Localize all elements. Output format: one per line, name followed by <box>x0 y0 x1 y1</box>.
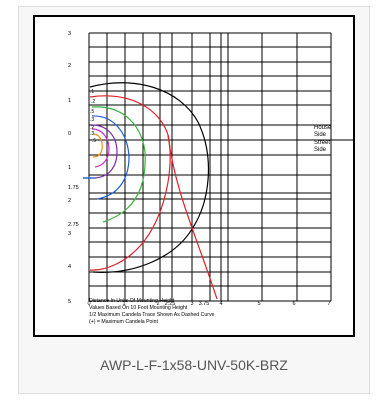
street-side-label-2: Side <box>314 147 327 153</box>
curve-label: .5 <box>92 138 96 144</box>
y-tick-label: 2.75 <box>68 222 79 228</box>
curve-blue <box>91 115 130 200</box>
x-tick-label: 2 <box>156 301 159 307</box>
product-card: 0 1 2 2.25 3 3.75 4 5 6 7 3 2 1 0 1 1.75 2 2.75 3 4 5 .1 .2 .5… <box>18 6 370 394</box>
y-tick-label: 0 <box>68 131 71 137</box>
y-tick-label: 3 <box>68 31 71 37</box>
photometric-plot: 0 1 2 2.25 3 3.75 4 5 6 7 3 2 1 0 1 1.75 2 2.75 3 4 5 .1 .2 .5… <box>68 31 353 325</box>
curve-label: .2 <box>90 125 94 131</box>
curve-black <box>89 82 209 273</box>
curve-purple <box>91 124 118 179</box>
y-tick-label: 2 <box>68 198 71 204</box>
x-tick-label: 3.75 <box>199 301 210 307</box>
y-tick-label: 2 <box>68 63 71 69</box>
curve-red <box>89 95 171 271</box>
curve-label: .2 <box>91 99 95 105</box>
y-tick-label: 4 <box>68 264 71 270</box>
note-max: (+) = Maximum Candela Point <box>89 319 158 325</box>
y-tick-label: 3 <box>68 231 71 237</box>
curve-red-tail <box>167 134 218 300</box>
curve-label: .3 <box>90 131 94 137</box>
curve-green <box>91 106 146 223</box>
x-tick-label: 2.25 <box>165 301 176 307</box>
side-labels: House Side Street Side <box>314 125 332 153</box>
y-tick-label: 1 <box>68 98 71 104</box>
curve-label: .1 <box>90 89 94 95</box>
x-tick-label: 6 <box>292 301 295 307</box>
note-distance: Distance In Units Of Mounting Height <box>89 298 175 304</box>
y-tick-label: 1 <box>68 165 71 171</box>
house-side-label-2: Side <box>314 132 327 138</box>
house-side-label-1: House <box>314 125 332 131</box>
x-tick-label: 4 <box>219 301 222 307</box>
isofootcandle-curves <box>83 82 218 300</box>
note-dashed: 1/2 Maximum Candela Trace Shown As Dashe… <box>89 312 215 318</box>
x-tick-label: 7 <box>327 301 330 307</box>
y-tick-label: 1.75 <box>68 185 79 191</box>
isofootcandle-diagram: 0 1 2 2.25 3 3.75 4 5 6 7 3 2 1 0 1 1.75 2 2.75 3 4 5 .1 .2 .5… <box>33 15 355 337</box>
product-caption: AWP-L-F-1x58-UNV-50K-BRZ <box>100 357 288 373</box>
grid-lines <box>88 32 353 302</box>
curve-magenta <box>91 128 110 168</box>
curve-value-labels: .1.2.5.3.2.3.5 <box>90 89 96 144</box>
curve-label: .5 <box>90 109 94 115</box>
curve-orange <box>92 133 103 158</box>
x-tick-label: 0 <box>87 301 90 307</box>
y-tick-label: 5 <box>68 299 71 305</box>
x-tick-label: 3 <box>190 301 193 307</box>
x-tick-label: 5 <box>257 301 260 307</box>
note-values: Values Based On 10 Foot Mounting Height <box>89 305 188 311</box>
notes: Distance In Units Of Mounting Height Val… <box>89 298 215 325</box>
x-tick-label: 1 <box>122 301 125 307</box>
street-side-label-1: Street <box>314 140 330 146</box>
tick-labels: 0 1 2 2.25 3 3.75 4 5 6 7 3 2 1 0 1 1.75 2 2.75 3 4 5 <box>68 31 331 307</box>
curve-label: .3 <box>90 117 94 123</box>
